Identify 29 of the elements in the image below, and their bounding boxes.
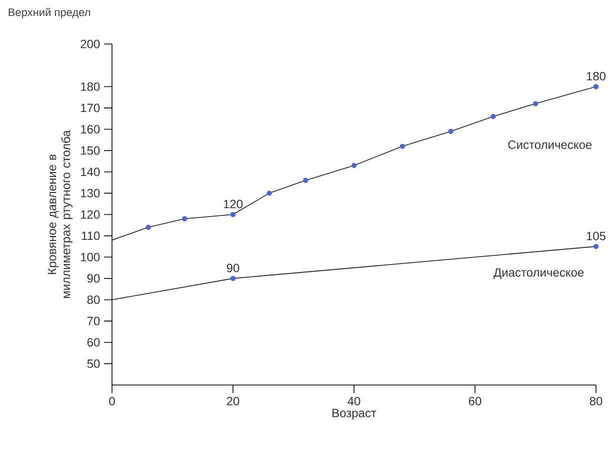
data-label: 180	[586, 72, 606, 80]
y-tick-label: 60	[87, 338, 100, 347]
y-tick-label: 50	[87, 359, 100, 368]
x-axis-title: Возраст	[332, 408, 376, 420]
data-label: 105	[586, 232, 606, 240]
x-tick-label: 60	[468, 396, 482, 406]
data-label: 120	[224, 200, 243, 208]
data-label: 90	[226, 264, 240, 272]
y-tick-label: 80	[87, 295, 100, 304]
x-tick-label: 0	[109, 396, 115, 406]
y-tick-label: 180	[81, 82, 100, 91]
y-tick-label: 170	[81, 104, 100, 112]
text: Систолическое	[508, 140, 592, 149]
y-tick-label: 70	[87, 316, 100, 326]
y-tick-label: 160	[81, 124, 100, 134]
y-tick-label: 200	[80, 40, 100, 48]
y-tick-label: 90	[87, 274, 100, 283]
y-tick-label: 150	[81, 146, 100, 155]
y-tick-label: 120	[81, 210, 100, 219]
y-tick-label: 140	[81, 168, 100, 176]
y-tick-label: 110	[82, 232, 100, 240]
x-tick-label: 20	[226, 396, 240, 406]
x-tick-label: 40	[348, 396, 360, 406]
series-label: Диастолическое	[494, 268, 584, 279]
y-tick-label: 130	[81, 188, 100, 198]
x-tick-label: 80	[590, 396, 602, 406]
y-tick-label: 100	[81, 252, 100, 262]
y-axis-title: Кровяное давление в миллиметрах ртутного столба	[48, 130, 73, 298]
chart-title: Верхний предел	[8, 8, 90, 18]
